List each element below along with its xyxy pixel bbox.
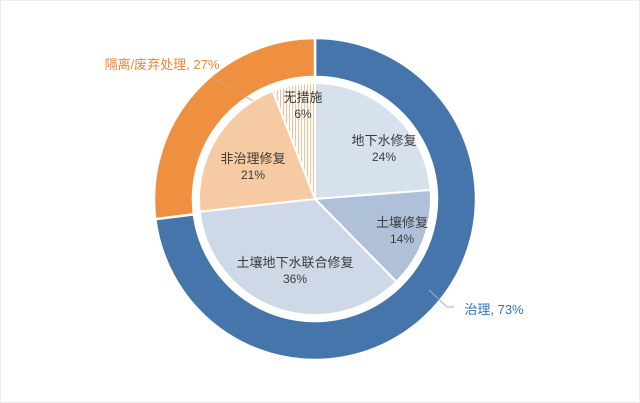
slice-label-text: 土壤修复	[375, 215, 429, 230]
label-non-treatment-remediation: 非治理修复 21%	[220, 151, 285, 183]
pie-slice-soil-remediation	[314, 188, 432, 283]
leader-line-isolation	[211, 77, 254, 102]
pie-slice-groundwater-remediation	[314, 82, 432, 200]
label-isolation-waste-disposal: 隔离/废弃处理, 27%	[104, 57, 220, 72]
slice-label-text: 地下水修复	[351, 133, 417, 148]
outer-ring-series	[152, 36, 478, 362]
pie-slice-no-measures	[271, 82, 316, 200]
ring-slice-isolation-waste-disposal	[152, 36, 317, 221]
ring-slice-treatment	[154, 36, 478, 362]
label-treatment: 治理, 73%	[464, 302, 524, 317]
slice-percent-text: 14%	[389, 232, 415, 246]
label-combined-remediation: 土壤地下水联合修复 36%	[236, 255, 353, 287]
slice-percent-text: 6%	[294, 107, 312, 121]
slice-percent-text: 36%	[282, 272, 308, 286]
inner-pie-series	[198, 82, 432, 316]
slice-percent-text: 21%	[240, 168, 266, 182]
slice-percent-text: 24%	[371, 150, 397, 164]
pie-slice-non-treatment-remediation	[198, 89, 316, 213]
leader-line-treatment	[428, 289, 454, 308]
slice-label-text: 无措施	[283, 90, 323, 105]
label-soil-remediation: 土壤修复 14%	[376, 215, 428, 247]
pie-slice-combined-soil-groundwater-remediation	[198, 198, 398, 316]
slice-label-text: 土壤地下水联合修复	[236, 255, 354, 270]
slice-label-text: 非治理修复	[220, 151, 286, 166]
label-groundwater-remediation: 地下水修复 24%	[351, 133, 416, 165]
label-no-measures: 无措施 6%	[283, 90, 322, 122]
